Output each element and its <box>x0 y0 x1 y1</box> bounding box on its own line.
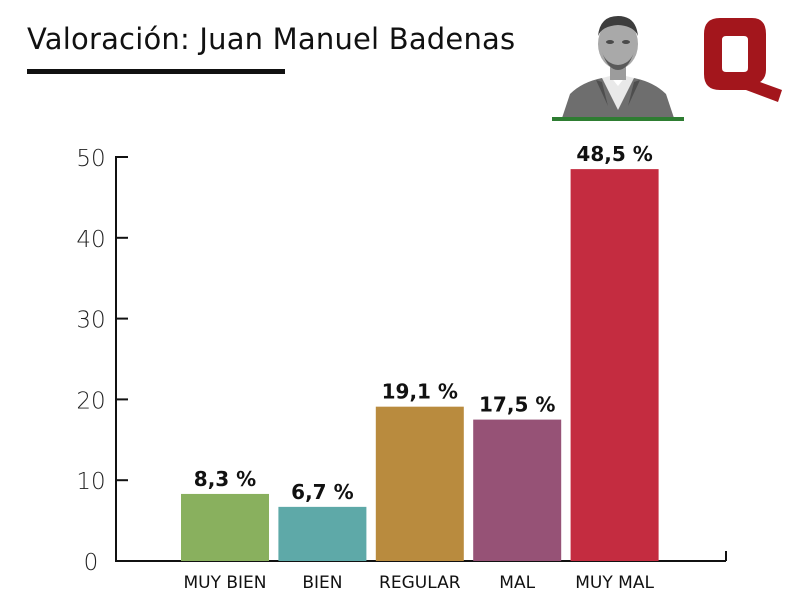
title-underline <box>27 69 285 74</box>
data-label: 8,3 % <box>194 467 256 491</box>
bar <box>181 493 269 561</box>
y-tick-label: 30 <box>76 308 105 334</box>
x-tick-label: REGULAR <box>379 573 461 593</box>
x-tick-label: MUY MAL <box>575 573 654 593</box>
data-label: 19,1 % <box>382 380 458 404</box>
bar <box>375 406 464 561</box>
portrait-underline <box>552 117 684 121</box>
data-label: 6,7 % <box>291 480 353 504</box>
bar <box>473 419 562 561</box>
y-tick-label: 50 <box>76 146 105 172</box>
q-logo-icon <box>704 18 782 102</box>
y-tick-label: 40 <box>76 227 105 253</box>
x-tick-label: MAL <box>499 573 535 593</box>
bar <box>570 169 659 561</box>
person-portrait-icon <box>552 6 684 121</box>
x-tick-label: MUY BIEN <box>183 573 266 593</box>
data-label: 48,5 % <box>576 142 652 166</box>
x-tick-label: BIEN <box>302 573 342 593</box>
chart-title: Valoración: Juan Manuel Badenas <box>27 22 516 56</box>
y-tick-label: 10 <box>76 469 105 495</box>
y-tick-label: 0 <box>84 550 99 576</box>
data-label: 17,5 % <box>479 393 555 417</box>
y-tick-label: 20 <box>76 388 105 414</box>
bar <box>278 506 367 561</box>
